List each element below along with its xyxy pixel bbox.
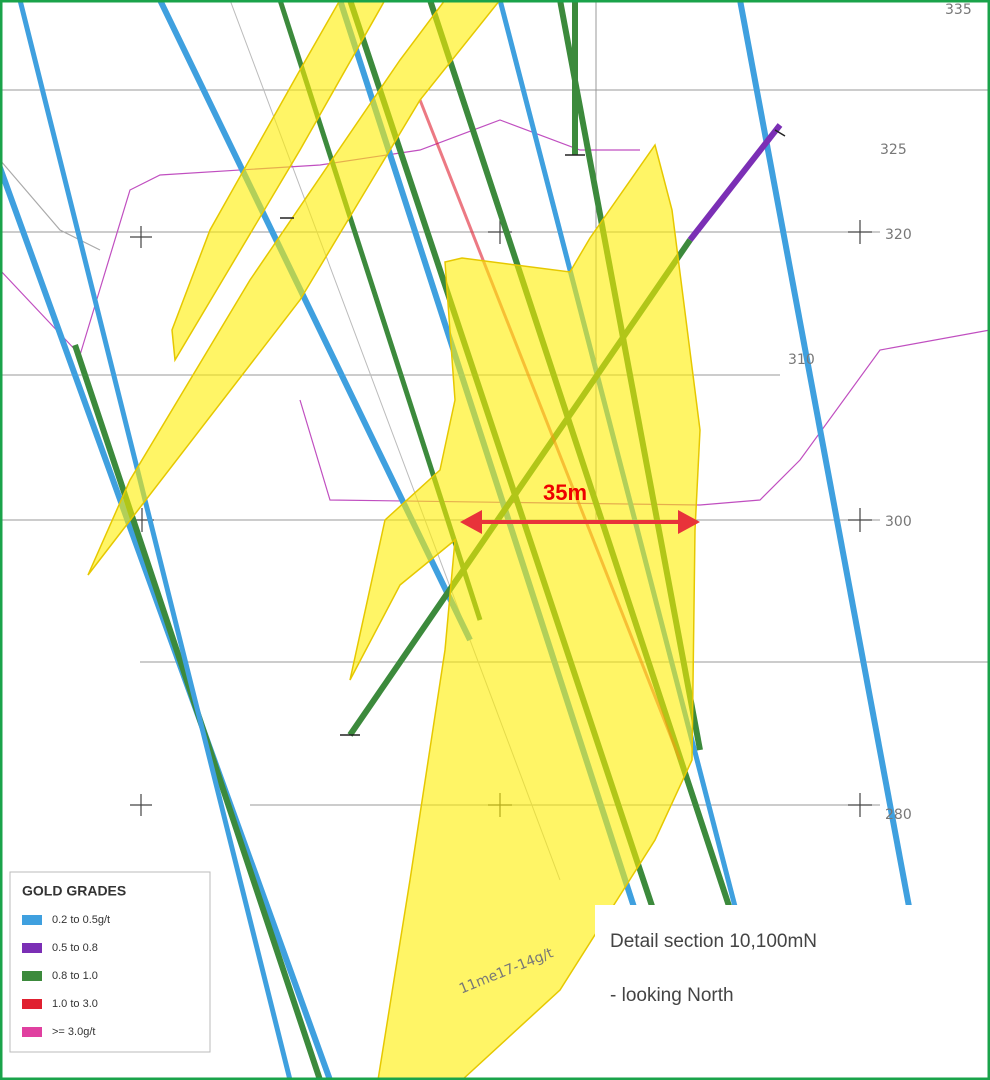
elevation-label: 320: [885, 227, 912, 243]
arrow-head: [678, 510, 700, 534]
legend-title: GOLD GRADES: [22, 883, 126, 899]
elevation-label: 310: [788, 352, 815, 368]
elevation-label: 335: [945, 2, 972, 18]
legend-swatch: [22, 999, 42, 1009]
width-arrow: 35m: [460, 480, 700, 534]
legend-label: >= 3.0g/t: [52, 1026, 95, 1038]
hole-end: [280, 129, 920, 913]
legend-swatch: [22, 943, 42, 953]
legend-label: 0.2 to 0.5g/t: [52, 914, 110, 926]
drill-hole: [0, 158, 333, 1080]
surface-line: [299, 329, 990, 506]
caption-line: Detail section 10,100mN: [610, 931, 817, 952]
hole-ends: [280, 129, 920, 913]
legend: GOLD GRADES 0.2 to 0.5g/t 0.5 to 0.8 0.8 t…: [9, 871, 211, 1053]
legend-swatch: [22, 971, 42, 981]
elevation-label: 325: [880, 142, 907, 158]
elevation-label: 300: [885, 514, 912, 530]
ore-zone: [87, 0, 501, 576]
surface-line: [0, 159, 101, 251]
caption-box: [595, 905, 990, 1080]
caption-line: - looking North: [610, 985, 734, 1006]
ore-zone: [171, 0, 386, 363]
legend-label: 0.8 to 1.0: [52, 970, 98, 982]
legend-swatch: [22, 915, 42, 925]
drill-hole: [737, 0, 913, 913]
legend-box: [9, 871, 211, 1053]
drill-hole: [687, 123, 783, 242]
legend-label: 1.0 to 3.0: [52, 998, 98, 1010]
ore-zone: [349, 143, 701, 1080]
arrow-head: [460, 510, 482, 534]
width-label: 35m: [543, 480, 587, 505]
legend-swatch: [22, 1027, 42, 1037]
ore-zones: [87, 0, 701, 1080]
elevation-label: 280: [885, 807, 912, 823]
drill-hole: [17, 0, 293, 1080]
legend-label: 0.5 to 0.8: [52, 942, 98, 954]
